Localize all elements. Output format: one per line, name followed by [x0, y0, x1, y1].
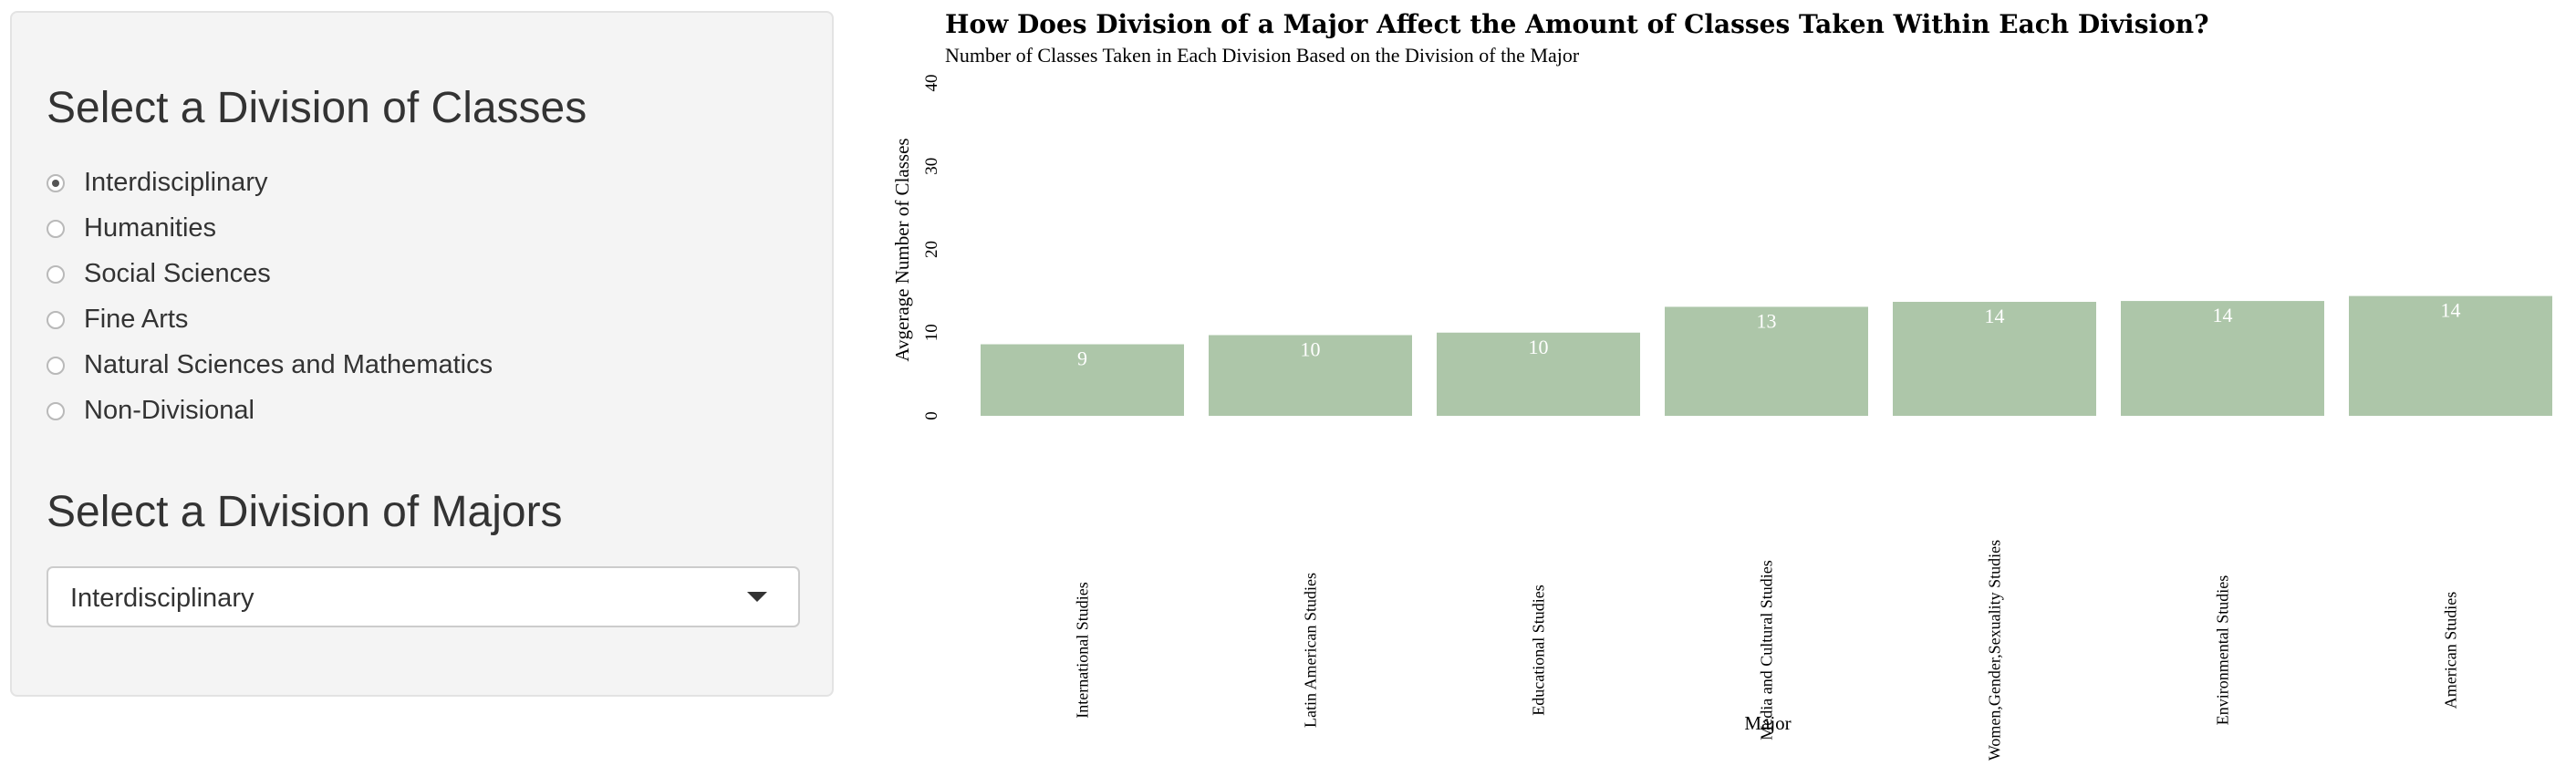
- chart-subtitle: Number of Classes Taken in Each Division…: [945, 44, 1580, 67]
- y-axis-label: Avgerage Number of Classes: [891, 138, 913, 361]
- bar: [981, 344, 1184, 416]
- x-tick-label: American Studies: [2442, 592, 2460, 709]
- radio-button[interactable]: [47, 174, 65, 192]
- bar: [2121, 301, 2324, 416]
- y-tick-label: 0: [922, 411, 941, 420]
- y-tick-label: 40: [922, 75, 941, 92]
- sidebar-panel: Select a Division of Classes Interdiscip…: [10, 11, 834, 697]
- radio-button[interactable]: [47, 357, 65, 375]
- bar-value-label: 14: [2213, 304, 2233, 326]
- radio-label: Humanities: [84, 213, 217, 243]
- y-tick-label: 10: [922, 324, 941, 341]
- x-tick-label: Educational Studies: [1530, 585, 1548, 715]
- bar: [1665, 306, 1868, 416]
- radio-label: Social Sciences: [84, 259, 271, 288]
- classes-division-title: Select a Division of Classes: [47, 84, 587, 132]
- y-tick-label: 30: [922, 158, 941, 175]
- bar-chart: 0 10 20 30 40 Avgerage Number of Classes 9 Inte…: [891, 75, 2552, 761]
- bar-value-label: 10: [1529, 336, 1549, 358]
- bar-value-label: 14: [2441, 299, 2461, 322]
- select-value: Interdisciplinary: [70, 584, 254, 613]
- radio-button[interactable]: [47, 265, 65, 284]
- radio-button[interactable]: [47, 402, 65, 420]
- radio-label: Non-Divisional: [84, 396, 254, 425]
- chart-area: How Does Division of a Major Affect the …: [848, 0, 2576, 766]
- majors-division-title: Select a Division of Majors: [47, 488, 563, 536]
- radio-label: Natural Sciences and Mathematics: [84, 350, 493, 379]
- x-tick-label: Women,Gender,Sexuality Studies: [1986, 540, 2004, 761]
- radio-label: Fine Arts: [84, 305, 189, 334]
- x-tick-label: International Studies: [1074, 582, 1092, 718]
- radio-button[interactable]: [47, 220, 65, 238]
- radio-label: Interdisciplinary: [84, 168, 268, 197]
- radio-button[interactable]: [47, 311, 65, 329]
- bar-value-label: 14: [1985, 305, 2005, 327]
- x-tick-label: Media and Cultural Studies: [1758, 560, 1776, 740]
- x-tick-label: Environmental Studies: [2214, 575, 2232, 725]
- bar: [1893, 301, 2096, 416]
- bar-value-label: 10: [1301, 337, 1321, 360]
- majors-division-select[interactable]: Interdisciplinary: [47, 566, 800, 627]
- bar: [1437, 332, 1640, 416]
- x-tick-label: Latin American Studies: [1302, 573, 1320, 728]
- caret-down-icon: [747, 592, 767, 602]
- bar: [1209, 335, 1412, 416]
- x-axis-label: Major: [1744, 712, 1791, 734]
- bar: [2349, 295, 2552, 416]
- chart-title: How Does Division of a Major Affect the …: [945, 9, 2209, 39]
- bar-value-label: 9: [1077, 347, 1087, 370]
- y-tick-label: 20: [922, 241, 941, 258]
- bar-value-label: 13: [1757, 309, 1777, 332]
